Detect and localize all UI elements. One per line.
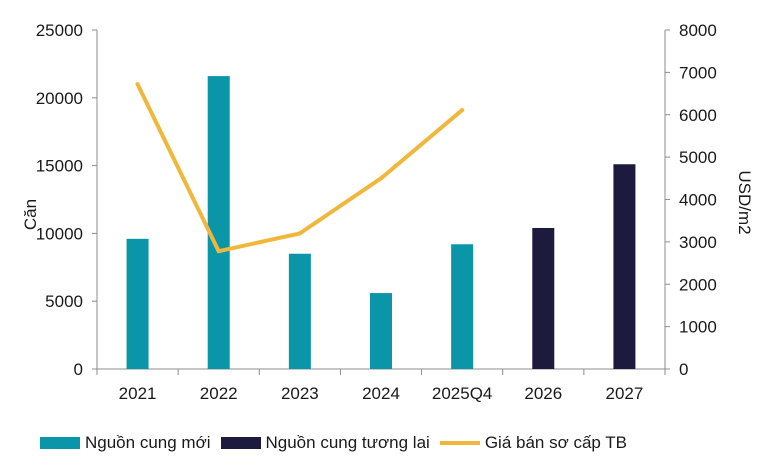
bar [288,253,311,369]
x-tick-label: 2024 [362,384,400,403]
y-left-tick-label: 20000 [36,89,83,108]
y-left-tick-label: 15000 [36,157,83,176]
y-right-axis-title: USD/m2 [735,170,754,234]
y-right-tick-label: 7000 [679,63,717,82]
bar [207,76,230,369]
y-right-tick-label: 8000 [679,21,717,40]
line-point [216,249,221,254]
legend-swatch-new-supply [40,437,80,449]
line-point [297,231,302,236]
y-left-tick-label: 0 [74,360,83,379]
x-tick-label: 2021 [119,384,157,403]
bar [370,293,392,369]
bar [532,227,555,369]
legend-swatch-avg-price [439,441,480,445]
legend-label-avg-price: Giá bán sơ cấp TB [484,433,627,452]
line-point [135,82,140,87]
legend-item-new-supply: Nguồn cung mới [40,433,211,453]
y-right-tick-label: 1000 [679,318,717,337]
y-left-tick-label: 10000 [36,224,83,243]
legend-item-avg-price: Giá bán sơ cấp TB [439,433,627,453]
x-tick-label: 2026 [524,384,562,403]
bar [126,238,149,369]
x-tick-label: 2027 [606,384,644,403]
y-right-tick-label: 5000 [679,148,717,167]
price-line [135,82,465,254]
line-point [460,108,465,113]
y-right-tick-label: 4000 [679,191,717,210]
x-tick-label: 2025Q4 [432,384,493,403]
line-point [379,176,383,181]
bar [451,244,474,369]
y-right-tick-label: 0 [679,360,688,379]
legend-swatch-future-supply [220,437,261,449]
legend: Nguồn cung mới Nguồn cung tương lai Giá … [40,430,637,456]
y-left-tick-label: 25000 [36,21,83,40]
y-right-tick-label: 3000 [679,233,717,252]
y-right-tick-label: 2000 [679,275,717,294]
y-right-tick-label: 6000 [679,106,717,125]
legend-label-future-supply: Nguồn cung tương lai [265,433,430,452]
x-tick-label: 2022 [200,384,238,403]
y-left-tick-label: 5000 [45,292,83,311]
legend-label-new-supply: Nguồn cung mới [85,433,211,452]
y-left-axis-title: Căn [21,199,40,230]
bar-marks [126,76,636,369]
tick-labels: 0 5000 10000 15000 20000 25000 0 1000 2000 3000 40… [21,21,754,403]
bar [613,164,636,369]
line-marks [135,82,465,254]
x-tick-label: 2023 [281,384,319,403]
legend-item-future-supply: Nguồn cung tương lai [220,433,430,453]
